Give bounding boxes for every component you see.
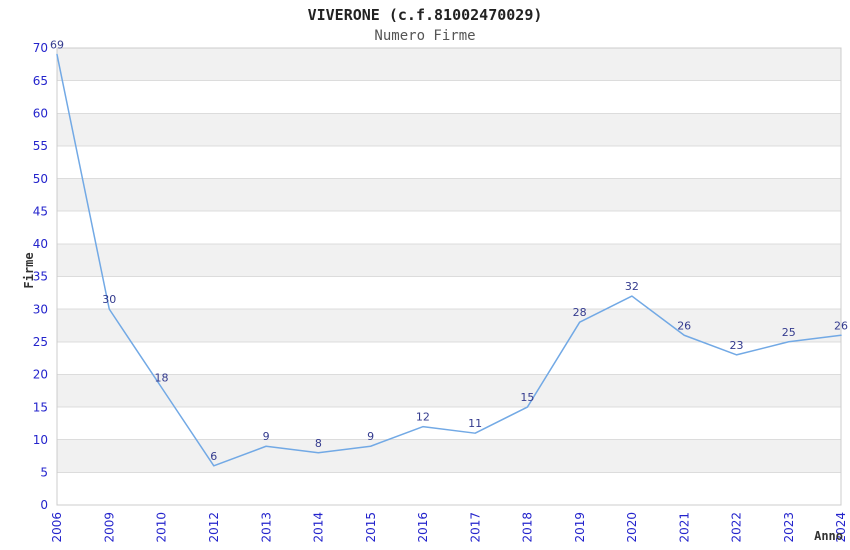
x-tick-label: 2009 [102,512,116,543]
data-label: 9 [263,430,270,443]
y-tick-label: 5 [40,466,48,480]
grid-band [57,439,841,473]
y-tick-label: 45 [33,204,48,218]
grid-band [57,48,841,81]
y-tick-label: 15 [33,400,48,414]
y-tick-label: 10 [33,433,48,447]
grid-band [57,374,841,408]
x-tick-label: 2018 [521,512,535,543]
y-tick-label: 50 [33,172,48,186]
x-tick-label: 2016 [416,512,430,543]
y-tick-label: 65 [33,74,48,88]
data-label: 11 [468,417,482,430]
x-tick-label: 2020 [625,512,639,543]
x-tick-label: 2010 [155,512,169,543]
x-tick-label: 2012 [207,512,221,543]
data-label: 26 [834,319,848,332]
data-label: 69 [50,39,64,52]
data-label: 26 [677,319,691,332]
chart-subtitle: Numero Firme [374,28,476,44]
grid-band [57,113,841,146]
data-label: 28 [573,306,587,319]
data-label: 25 [782,326,796,339]
y-tick-label: 60 [33,106,48,120]
y-tick-label: 25 [33,335,48,349]
grid-band [57,243,841,277]
series-line [56,53,842,467]
x-tick-label: 2006 [50,512,64,543]
data-label: 12 [416,411,430,424]
y-tick-label: 40 [33,237,48,251]
x-axis-title: Anno [814,529,843,543]
chart-title: VIVERONE (c.f.81002470029) [307,6,543,24]
data-label: 23 [729,339,743,352]
y-tick-label: 35 [33,270,48,284]
x-tick-label: 2019 [573,512,587,543]
x-tick-label: 2023 [782,512,796,543]
data-label: 8 [315,437,322,450]
y-tick-label: 55 [33,139,48,153]
x-tick-label: 2017 [468,512,482,543]
data-label: 30 [102,293,116,306]
x-tick-label: 2014 [312,512,326,543]
x-tick-label: 2022 [730,512,744,543]
y-tick-label: 70 [33,41,48,55]
x-tick-label: 2013 [259,512,273,543]
grid-band [57,309,841,342]
y-axis-title: Firme [22,252,36,288]
data-label: 18 [155,371,169,384]
data-label: 32 [625,280,639,293]
grid-band [57,178,841,212]
y-tick-label: 30 [33,302,48,316]
x-tick-label: 2024 [834,512,848,543]
data-label: 6 [210,450,217,463]
y-tick-label: 0 [40,498,48,512]
data-label: 9 [367,430,374,443]
data-label: 15 [520,391,534,404]
y-tick-label: 20 [33,368,48,382]
x-tick-label: 2015 [364,512,378,543]
x-tick-label: 2021 [677,512,691,543]
plot-border [56,47,842,506]
